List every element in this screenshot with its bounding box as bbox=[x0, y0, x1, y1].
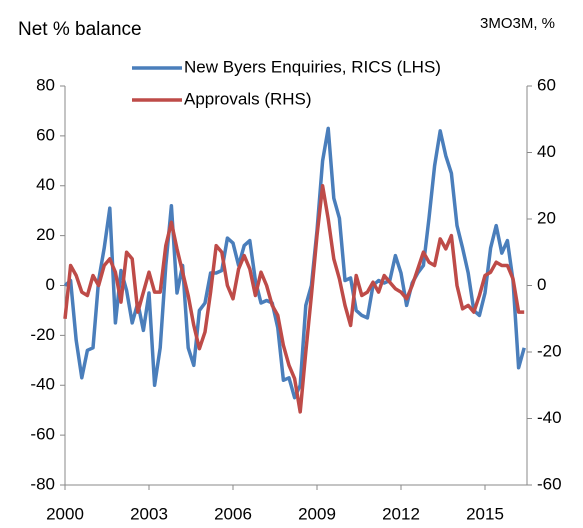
y-tick-label: -20 bbox=[30, 325, 55, 344]
y2-tick-label: 20 bbox=[537, 208, 556, 227]
legend-label: New Byers Enquiries, RICS (LHS) bbox=[184, 57, 441, 76]
y2-tick-label: -20 bbox=[537, 341, 562, 360]
x-tick-label: 2009 bbox=[298, 504, 336, 523]
y2-tick-label: -40 bbox=[537, 408, 562, 427]
y2-tick-label: -60 bbox=[537, 474, 562, 493]
legend-label: Approvals (RHS) bbox=[184, 89, 312, 108]
y-tick-label: 20 bbox=[36, 225, 55, 244]
y-tick-label: -40 bbox=[30, 375, 55, 394]
series-line bbox=[63, 126, 526, 400]
y-tick-label: 60 bbox=[36, 125, 55, 144]
chart-title: Net % balance bbox=[18, 19, 142, 40]
y-tick-label: 40 bbox=[36, 175, 55, 194]
y2-tick-label: 40 bbox=[537, 142, 556, 161]
series-line bbox=[63, 184, 525, 414]
y2-tick-label: 0 bbox=[537, 275, 546, 294]
y-tick-label: -80 bbox=[30, 474, 55, 493]
y2-tick-label: 60 bbox=[537, 75, 556, 94]
x-tick-label: 2012 bbox=[382, 504, 420, 523]
x-tick-label: 2006 bbox=[214, 504, 252, 523]
chart-subtitle: 3MO3M, % bbox=[480, 15, 555, 32]
y-tick-label: 0 bbox=[46, 275, 55, 294]
y-tick-label: 80 bbox=[36, 75, 55, 94]
y-tick-label: -60 bbox=[30, 425, 55, 444]
x-tick-label: 2003 bbox=[130, 504, 168, 523]
x-tick-label: 2015 bbox=[466, 504, 504, 523]
x-tick-label: 2000 bbox=[46, 504, 84, 523]
